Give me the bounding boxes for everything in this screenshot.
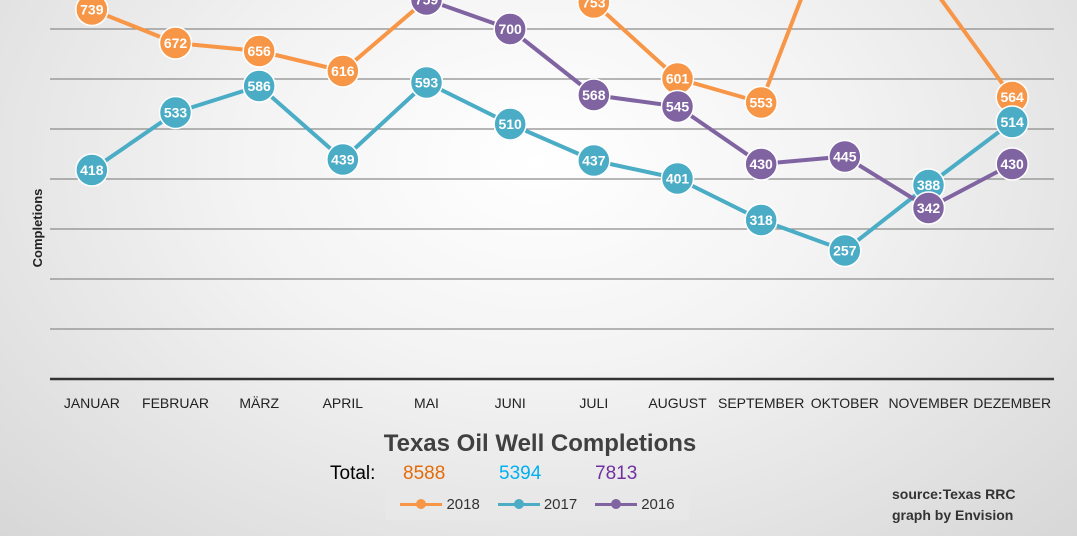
series-layer: 7396726566167599147536015539877945644185…: [75, 0, 1029, 268]
x-tick-label: JANUAR: [64, 395, 120, 411]
data-point: [242, 69, 276, 103]
y-axis-label: Completions: [30, 189, 45, 268]
data-point: [995, 105, 1029, 139]
x-tick-label: FEBRUAR: [142, 395, 209, 411]
legend-item-2018: 2018: [400, 495, 480, 513]
series-2017: 418 533 586 439 593 510 437 401 318 257 388 514: [75, 65, 1029, 268]
data-point: [577, 143, 611, 178]
x-tick-label: NOVEMBER: [888, 395, 968, 411]
data-label: 437: [582, 153, 606, 169]
data-label: 430: [1000, 156, 1024, 172]
data-point: [577, 78, 611, 112]
x-tick-label: MAI: [414, 395, 439, 411]
data-point: [75, 0, 109, 27]
data-label: 401: [666, 171, 690, 187]
data-point: [75, 153, 109, 187]
source-note: source:Texas RRC graph by Envision: [892, 484, 1015, 526]
data-label: 564: [1000, 89, 1024, 105]
total-2018: 8588: [403, 463, 446, 484]
data-point: [995, 147, 1029, 181]
legend: 2018 2017 2016: [386, 488, 689, 520]
data-label: 510: [498, 116, 522, 132]
data-point: [493, 107, 527, 141]
series-line-2017: [90, 80, 1014, 253]
data-label: 586: [247, 78, 271, 94]
data-label: 593: [415, 75, 439, 91]
data-label: 700: [498, 21, 522, 37]
series-line-2016: [423, 0, 1014, 210]
data-label: 753: [582, 0, 606, 11]
legend-label-2016: 2016: [641, 495, 675, 513]
data-label: 672: [164, 35, 188, 51]
source-line: source:Texas RRC: [892, 486, 1016, 502]
data-point: [409, 65, 444, 100]
data-point: [326, 54, 360, 88]
data-label: 514: [1000, 114, 1024, 130]
data-label: 601: [666, 71, 690, 87]
data-point: [660, 89, 695, 124]
credit-line: graph by Envision: [892, 507, 1014, 523]
data-point: [911, 191, 946, 225]
legend-label-2017: 2017: [543, 495, 578, 513]
chart-title: Texas Oil Well Completions: [383, 430, 697, 457]
data-point: [828, 233, 862, 268]
data-point: [660, 161, 695, 196]
legend-label-2018: 2018: [446, 495, 480, 513]
data-point: [577, 0, 611, 20]
data-label: 616: [331, 63, 355, 79]
data-label: 656: [247, 43, 271, 59]
data-point: [744, 147, 778, 181]
data-point: [493, 12, 527, 46]
data-label: 545: [666, 99, 690, 115]
x-tick-label: JUNI: [495, 395, 526, 411]
data-point: [828, 139, 862, 174]
total-2017: 5394: [499, 463, 542, 484]
data-label: 418: [80, 162, 104, 178]
data-point: [158, 95, 193, 130]
series-line-2018: [91, 0, 1014, 105]
data-label: 257: [833, 243, 857, 259]
data-label: 759: [415, 0, 439, 8]
x-tick-label: DEZEMBER: [973, 395, 1051, 411]
total-2016: 7813: [595, 463, 638, 484]
data-label: 533: [164, 105, 188, 121]
x-tick-label: OKTOBER: [811, 395, 879, 411]
data-label: 445: [833, 149, 857, 165]
legend-swatch-2017: [497, 496, 540, 512]
data-point: [409, 0, 444, 17]
data-label: 388: [917, 177, 941, 193]
gridlines: [50, 28, 1054, 330]
legend-swatch-2016: [595, 496, 638, 512]
x-tick-label: SEPTEMBER: [718, 395, 804, 411]
data-label: 430: [749, 156, 773, 172]
data-label: 568: [582, 87, 606, 103]
legend-item-2016: 2016: [595, 495, 675, 513]
data-label: 342: [917, 200, 941, 216]
x-axis: JANUAR FEBRUAR MÄRZ APRIL MAI JUNI JULI AUGUST S…: [50, 377, 1054, 411]
x-tick-label: JULI: [579, 395, 608, 411]
data-label: 739: [80, 2, 104, 18]
x-tick-label: APRIL: [323, 395, 364, 411]
data-point: [158, 26, 193, 60]
legend-swatch-2018: [400, 496, 443, 512]
series-2016: 951822947873759700568545430445342430: [409, 0, 1029, 225]
data-point: [744, 85, 778, 120]
x-tick-label: AUGUST: [648, 395, 707, 411]
data-label: 553: [749, 95, 773, 111]
legend-item-2017: 2017: [497, 495, 578, 513]
data-label: 318: [749, 212, 773, 228]
data-label: 439: [331, 152, 355, 168]
x-tick-label: MÄRZ: [239, 395, 279, 411]
data-point: [744, 203, 778, 237]
data-point: [242, 34, 276, 68]
totals-label: Total:: [330, 463, 376, 484]
data-point: [326, 142, 360, 177]
